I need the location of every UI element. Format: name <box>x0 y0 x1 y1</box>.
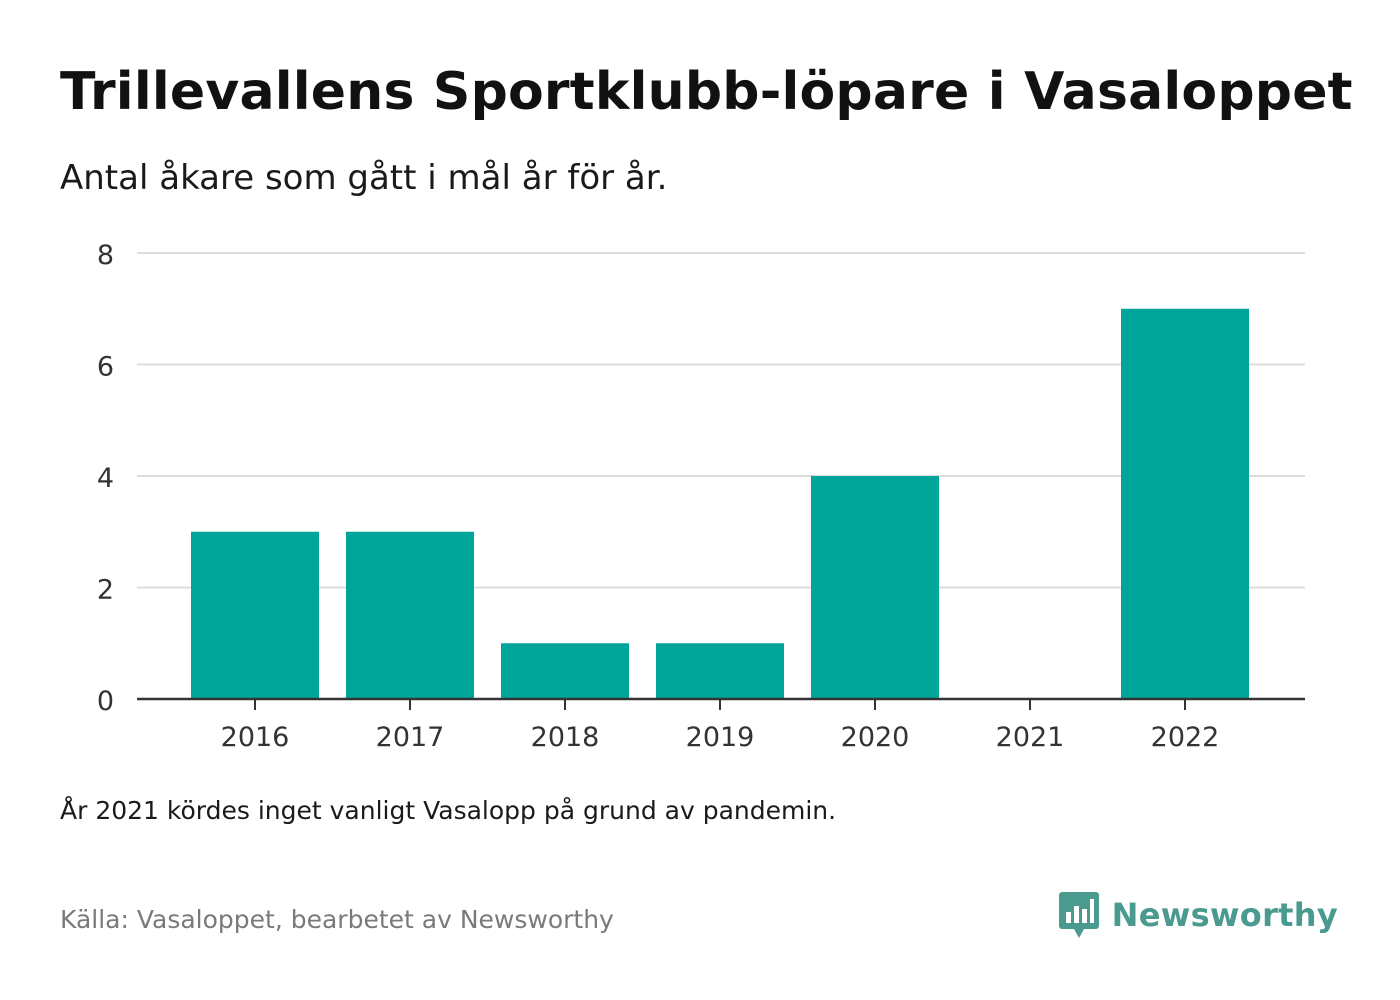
bar-2018 <box>501 643 629 699</box>
newsworthy-logo: Newsworthy <box>1058 890 1338 940</box>
bar-2019 <box>656 643 784 699</box>
chart-note: År 2021 kördes inget vanligt Vasalopp på… <box>60 796 837 825</box>
y-tick-label: 4 <box>97 463 114 494</box>
bar-2020 <box>811 476 939 699</box>
y-tick-label: 2 <box>97 575 114 606</box>
bar-2022 <box>1121 308 1249 699</box>
chart-title: Trillevallens Sportklubb-löpare i Vasalo… <box>60 62 1353 122</box>
bar-2016 <box>191 531 319 699</box>
x-tick-label: 2018 <box>531 722 600 753</box>
y-tick-label: 0 <box>97 686 114 717</box>
gridlines <box>137 252 1305 589</box>
source-text: Källa: Vasaloppet, bearbetet av Newswort… <box>60 905 614 934</box>
x-tick-label: 2020 <box>841 722 910 753</box>
chart-subtitle: Antal åkare som gått i mål år för år. <box>60 158 668 198</box>
x-tick-label: 2017 <box>376 722 445 753</box>
y-tick-label: 6 <box>97 352 114 383</box>
bars <box>191 308 1249 699</box>
bar-2017 <box>346 531 474 699</box>
brand-name: Newsworthy <box>1111 896 1338 934</box>
x-axis <box>137 697 1305 710</box>
x-tick-label: 2022 <box>1151 722 1220 753</box>
x-tick-label: 2019 <box>686 722 755 753</box>
y-tick-label: 8 <box>97 240 114 271</box>
y-tick-labels: 0 2 4 6 8 <box>97 240 114 717</box>
bar-chart-speech-bubble-icon <box>1058 892 1099 938</box>
x-tick-labels: 2016 2017 2018 2019 2020 2021 2022 <box>221 722 1220 753</box>
x-tick-label: 2016 <box>221 722 290 753</box>
x-tick-label: 2021 <box>996 722 1065 753</box>
